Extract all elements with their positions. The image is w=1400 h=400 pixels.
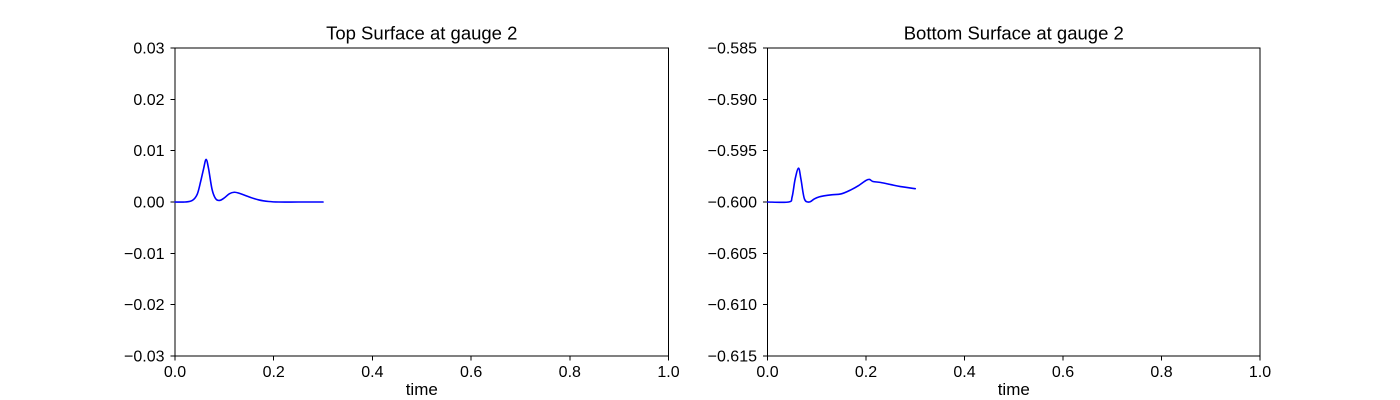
svg-text:0.0: 0.0 bbox=[756, 364, 778, 381]
svg-text:−0.590: −0.590 bbox=[708, 92, 757, 109]
svg-text:0.03: 0.03 bbox=[133, 41, 164, 58]
svg-text:−0.605: −0.605 bbox=[708, 246, 757, 263]
svg-text:−0.600: −0.600 bbox=[708, 195, 757, 212]
svg-text:0.01: 0.01 bbox=[133, 143, 164, 160]
svg-text:Top Surface at gauge 2: Top Surface at gauge 2 bbox=[326, 22, 517, 43]
svg-text:0.4: 0.4 bbox=[953, 364, 975, 381]
svg-text:−0.595: −0.595 bbox=[708, 143, 757, 160]
svg-text:0.4: 0.4 bbox=[361, 364, 383, 381]
svg-text:0.8: 0.8 bbox=[1150, 364, 1172, 381]
svg-text:time: time bbox=[998, 380, 1030, 399]
svg-text:Bottom Surface at gauge 2: Bottom Surface at gauge 2 bbox=[904, 22, 1124, 43]
svg-text:1.0: 1.0 bbox=[657, 364, 679, 381]
svg-text:0.2: 0.2 bbox=[855, 364, 877, 381]
svg-text:1.0: 1.0 bbox=[1249, 364, 1271, 381]
svg-text:0.8: 0.8 bbox=[559, 364, 581, 381]
svg-text:0.0: 0.0 bbox=[164, 364, 186, 381]
svg-text:0.6: 0.6 bbox=[1052, 364, 1074, 381]
svg-text:time: time bbox=[406, 380, 438, 399]
svg-text:−0.02: −0.02 bbox=[124, 297, 165, 314]
svg-text:0.02: 0.02 bbox=[133, 92, 164, 109]
svg-text:−0.615: −0.615 bbox=[708, 349, 757, 366]
svg-text:0.00: 0.00 bbox=[133, 195, 164, 212]
svg-text:−0.01: −0.01 bbox=[124, 246, 165, 263]
svg-text:−0.03: −0.03 bbox=[124, 349, 165, 366]
svg-text:−0.610: −0.610 bbox=[708, 297, 757, 314]
svg-text:0.2: 0.2 bbox=[263, 364, 285, 381]
svg-text:0.6: 0.6 bbox=[460, 364, 482, 381]
svg-text:−0.585: −0.585 bbox=[708, 41, 757, 58]
